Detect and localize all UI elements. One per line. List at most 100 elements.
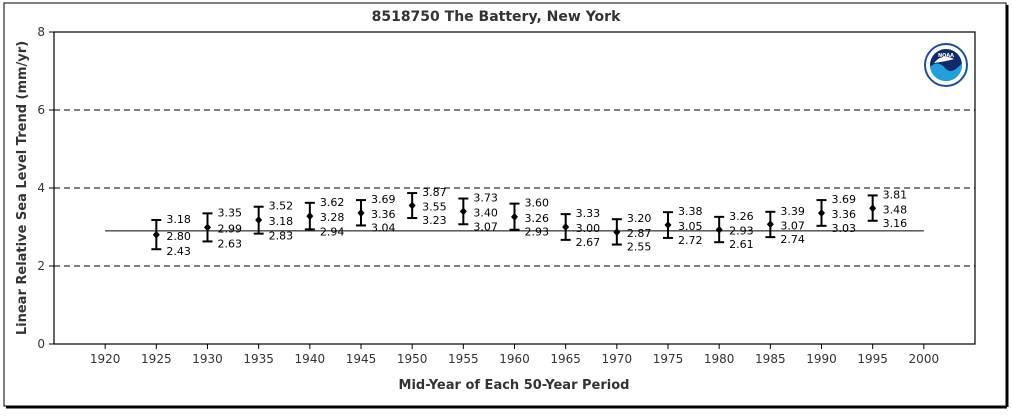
error-bar-1925: 3.18 2.80 2.43 [151, 213, 191, 258]
x-tick-label-1970: 1970 [602, 352, 633, 366]
data-label-upper-1955: 3.73 [473, 192, 498, 205]
x-tick-label-1925: 1925 [141, 352, 172, 366]
data-label-mid-1965: 3.00 [576, 222, 601, 235]
error-bar-1985: 3.393.072.74 [765, 205, 805, 246]
data-label-lower-1955: 3.07 [473, 220, 498, 233]
data-label-mid-1935: 3.18 [269, 215, 294, 228]
x-tick-label-1965: 1965 [550, 352, 581, 366]
data-point-1945 [357, 208, 365, 217]
data-point-1950 [408, 201, 416, 210]
data-label-lower-1975: 2.72 [678, 234, 703, 247]
data-point-1995 [869, 204, 877, 213]
data-label-upper-1930: 3.35 [218, 206, 243, 219]
x-tick-label-1930: 1930 [192, 352, 223, 366]
data-label-lower-1930: 2.63 [218, 237, 243, 250]
data-point-1965 [562, 223, 570, 231]
data-label-lower-1970: 2.55 [627, 241, 652, 254]
data-label-upper-1965: 3.33 [576, 207, 601, 220]
data-label-mid-1970: 2.87 [627, 227, 652, 240]
card-border [3, 2, 1007, 407]
x-tick-label-1945: 1945 [346, 352, 377, 366]
data-label-upper-1940: 3.62 [320, 196, 345, 209]
noaa-logo-bird [934, 56, 954, 63]
data-point-1930 [204, 223, 211, 232]
error-bar-1945: 3.69 3.363.04 [356, 193, 396, 234]
y-tick-label-2: 2 [37, 259, 45, 273]
data-point-1960 [511, 212, 518, 221]
data-label-mid-1995: 3.48 [883, 203, 908, 216]
data-label-upper-1960: 3.60 [525, 197, 550, 210]
data-label-lower-1935: 2.83 [269, 230, 294, 243]
chart-title: 8518750 The Battery, New York [372, 9, 621, 25]
x-axis-label: Mid-Year of Each 50-Year Period [399, 378, 630, 393]
data-point-1975 [664, 221, 672, 230]
data-label-mid-1990: 3.36 [832, 208, 857, 221]
data-label-lower-1940: 2.94 [320, 225, 345, 238]
data-label-lower-1950: 3.23 [422, 214, 447, 227]
x-tick-label-1980: 1980 [704, 352, 735, 366]
x-tick-label-1940: 1940 [295, 352, 326, 366]
error-bar-1965: 3.33 3.002.67 [560, 207, 601, 249]
data-label-upper-1950: 3.87 [422, 186, 447, 199]
y-tick-label-8: 8 [37, 25, 45, 39]
data-point-1935 [255, 215, 263, 224]
error-bar-1980: 3.26 2.932.61 [714, 210, 754, 251]
data-label-lower-1985: 2.74 [780, 233, 805, 246]
x-tick-label-1955: 1955 [448, 352, 479, 366]
x-tick-label-1985: 1985 [755, 352, 786, 366]
x-tick-label-1990: 1990 [806, 352, 837, 366]
gridlines [54, 109, 975, 267]
data-label-mid-1930: 2.99 [218, 222, 243, 235]
error-bar-1930: 3.35 2.99 2.63 [202, 206, 243, 250]
x-tick-label-1920: 1920 [90, 352, 121, 366]
data-label-lower-1965: 2.67 [576, 236, 601, 249]
noaa-logo-wave [930, 63, 963, 82]
error-bar-1995: 3.81 3.483.16 [867, 188, 908, 230]
data-point-1985 [766, 220, 774, 229]
data-label-upper-1990: 3.69 [832, 193, 857, 206]
data-label-mid-1985: 3.07 [780, 219, 805, 232]
error-bar-1970: 3.20 2.872.55 [611, 212, 652, 254]
data-label-lower-1925: 2.43 [166, 245, 191, 258]
x-tick-label-1960: 1960 [499, 352, 530, 366]
noaa-logo: NOAA [924, 43, 968, 87]
data-label-upper-1985: 3.39 [780, 205, 805, 218]
y-axis-ticks: 0 2 4 6 8 [37, 25, 54, 351]
data-label-upper-1970: 3.20 [627, 212, 652, 225]
x-tick-label-1995: 1995 [857, 352, 888, 366]
data-point-1925 [152, 230, 160, 239]
data-label-lower-1945: 3.04 [371, 221, 396, 234]
error-bar-marks: 3.18 2.80 2.43 3.35 2.99 2.63 3.52 3.18 2.83 3.62… [151, 186, 907, 258]
data-point-1970 [613, 228, 621, 237]
data-label-upper-1975: 3.38 [678, 205, 703, 218]
data-label-mid-1925: 2.80 [166, 230, 191, 243]
error-bar-1935: 3.52 3.18 2.83 [253, 200, 294, 243]
x-tick-label-1975: 1975 [653, 352, 684, 366]
data-label-mid-1940: 3.28 [320, 211, 345, 224]
data-label-mid-1975: 3.05 [678, 220, 703, 233]
data-label-lower-1995: 3.16 [883, 217, 908, 230]
x-axis-ticks: 1920 1925 1930 1935 1940 1945 1950 1955 1960 1965… [90, 344, 939, 366]
data-label-mid-1960: 3.26 [525, 212, 550, 225]
data-label-upper-1995: 3.81 [883, 188, 908, 201]
data-label-upper-1935: 3.52 [269, 200, 294, 213]
data-label-upper-1980: 3.26 [729, 210, 754, 223]
error-bar-1960: 3.60 3.262.93 [509, 197, 550, 239]
error-bar-1940: 3.62 3.282.94 [304, 196, 345, 238]
x-tick-label-1935: 1935 [243, 352, 274, 366]
error-bar-1975: 3.38 3.052.72 [663, 205, 703, 247]
y-tick-label-4: 4 [37, 181, 45, 195]
x-tick-label-2000: 2000 [909, 352, 940, 366]
data-point-1990 [818, 208, 825, 217]
noaa-logo-lettering: NOAA [938, 53, 954, 59]
data-point-1940 [306, 212, 314, 221]
data-label-mid-1945: 3.36 [371, 208, 396, 221]
y-tick-label-0: 0 [37, 337, 45, 351]
y-tick-label-6: 6 [37, 103, 45, 117]
data-label-mid-1980: 2.93 [729, 225, 754, 238]
error-bar-1955: 3.733.403.07 [458, 192, 498, 233]
y-axis-label: Linear Relative Sea Level Trend (mm/yr) [15, 41, 30, 335]
data-label-upper-1925: 3.18 [166, 213, 191, 226]
